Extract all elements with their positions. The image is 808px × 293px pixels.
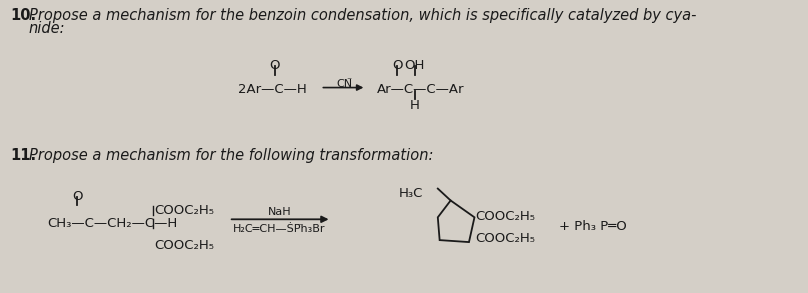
Text: 11.: 11.: [11, 148, 36, 163]
Text: nide:: nide:: [29, 21, 65, 36]
Text: Propose a mechanism for the benzoin condensation, which is specifically catalyze: Propose a mechanism for the benzoin cond…: [29, 8, 696, 23]
Text: O: O: [392, 59, 402, 72]
Text: COOC₂H₅: COOC₂H₅: [154, 239, 214, 252]
Text: CH₃—C—CH₂—C—H: CH₃—C—CH₂—C—H: [47, 217, 178, 230]
Text: H₃C: H₃C: [399, 187, 423, 200]
Text: COOC₂H₅: COOC₂H₅: [154, 205, 214, 217]
Text: O: O: [269, 59, 280, 72]
Text: 10.: 10.: [11, 8, 36, 23]
Text: OH: OH: [405, 59, 425, 72]
Text: COOC₂H₅: COOC₂H₅: [475, 210, 536, 223]
Text: O: O: [72, 190, 82, 202]
Text: ⁻: ⁻: [346, 77, 351, 87]
Text: Ar—C—C—Ar: Ar—C—C—Ar: [377, 83, 465, 96]
Text: + Ph₃ P═O: + Ph₃ P═O: [559, 220, 626, 233]
Text: ⁻: ⁻: [297, 222, 301, 232]
Text: CN: CN: [336, 79, 352, 89]
Text: COOC₂H₅: COOC₂H₅: [475, 232, 536, 245]
Text: 2Ar—C—H: 2Ar—C—H: [238, 83, 307, 96]
Text: H₂C═CH—ṠPh₃Br: H₂C═CH—ṠPh₃Br: [233, 224, 325, 234]
Text: H: H: [410, 99, 420, 113]
Text: NaH: NaH: [268, 207, 292, 217]
Text: Propose a mechanism for the following transformation:: Propose a mechanism for the following tr…: [29, 148, 433, 163]
